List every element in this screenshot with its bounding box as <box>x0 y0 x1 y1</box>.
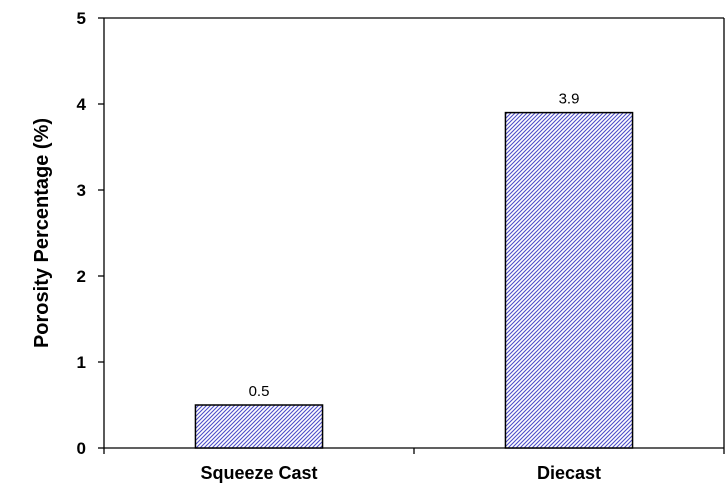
x-axis-ticks: Squeeze Cast Diecast <box>103 448 725 483</box>
x-category-label: Squeeze Cast <box>200 463 317 483</box>
y-axis-ticks: 0 1 2 3 4 5 <box>77 9 104 458</box>
y-tick-label: 0 <box>77 439 86 458</box>
bars <box>194 111 634 449</box>
y-tick-label: 1 <box>77 353 86 372</box>
y-tick-label: 5 <box>77 9 86 28</box>
bar-diecast <box>504 111 634 449</box>
y-tick-label: 3 <box>77 181 86 200</box>
data-label: 0.5 <box>249 383 270 400</box>
data-label: 3.9 <box>559 91 580 108</box>
x-category-label: Diecast <box>537 463 601 483</box>
y-tick-label: 2 <box>77 267 86 286</box>
data-labels: 0.5 3.9 <box>249 91 580 400</box>
y-tick-label: 4 <box>77 95 87 114</box>
bar-squeeze-cast <box>194 404 324 449</box>
y-axis-title: Porosity Percentage (%) <box>31 118 53 348</box>
